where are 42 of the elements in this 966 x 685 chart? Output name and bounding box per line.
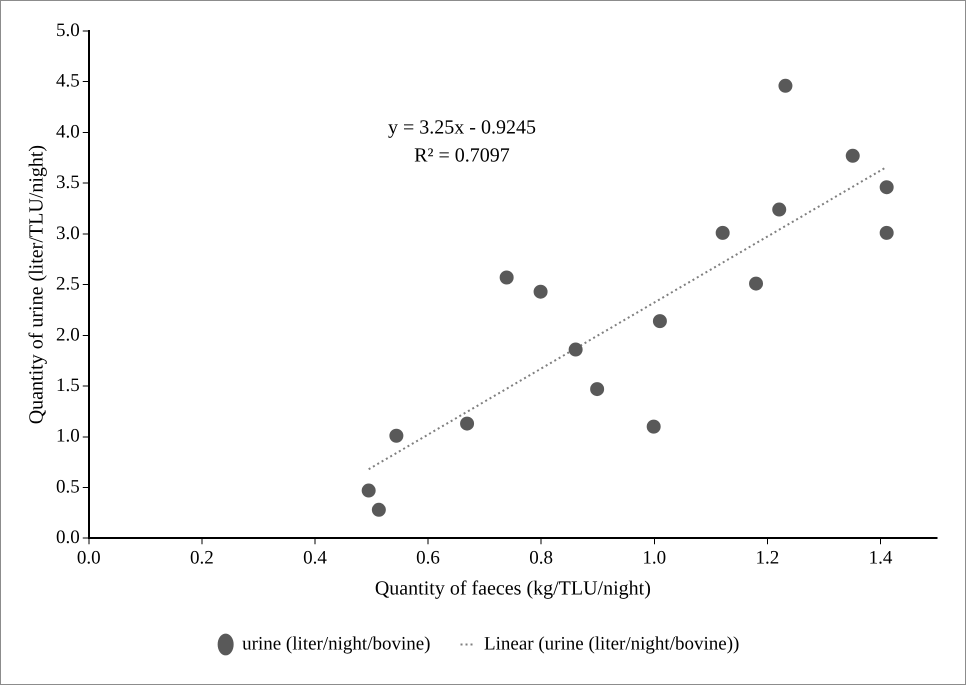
y-tick-label: 4.5 [56,70,80,92]
x-tick-label: 0.6 [416,548,440,569]
y-tick-label: 0.5 [56,476,80,498]
x-tick-label: 0.2 [190,548,214,569]
point [652,314,667,328]
point [362,484,376,498]
x-tick-label: 0.8 [529,548,554,569]
point [389,428,404,443]
point [534,284,548,299]
x-tick-label: 1.2 [755,548,780,569]
y-tick-label: 0.0 [56,527,80,548]
y-axis-title: Quantity of urine (liter/TLU/night) [25,144,48,424]
y-tick-label: 2.5 [56,274,80,295]
y-tick-label: 3.0 [56,222,80,244]
point [772,202,786,217]
y-tick-label: 2.0 [56,324,80,346]
point [880,180,894,194]
point [500,270,514,284]
annotation: y = 3.25x - 0.9245 [388,116,536,138]
y-tick-label: 4.0 [56,121,80,142]
annotation: R² = 0.7097 [414,144,510,166]
x-tick-label: 0.4 [303,548,328,569]
x-axis-title: Quantity of faeces (kg/TLU/night) [374,577,651,600]
legend-label: Linear (urine (liter/night/bovine)) [484,633,740,654]
point [568,342,583,357]
point [590,382,604,396]
point [716,226,730,240]
point [778,78,792,93]
point [749,276,764,291]
y-tick-label: 1.5 [56,375,80,396]
point [646,420,661,434]
x-tick-label: 1.0 [642,548,666,569]
x-tick-label: 1.4 [868,548,893,569]
point [846,148,860,163]
y-tick-label: 1.0 [56,426,80,447]
y-tick-label: 5.0 [56,20,80,41]
y-tick-label: 3.5 [56,172,80,194]
x-tick-label: 0.0 [76,548,101,569]
point [372,502,386,517]
legend-label: urine (liter/night/bovine) [242,633,431,654]
point [880,226,894,240]
point [460,416,474,431]
